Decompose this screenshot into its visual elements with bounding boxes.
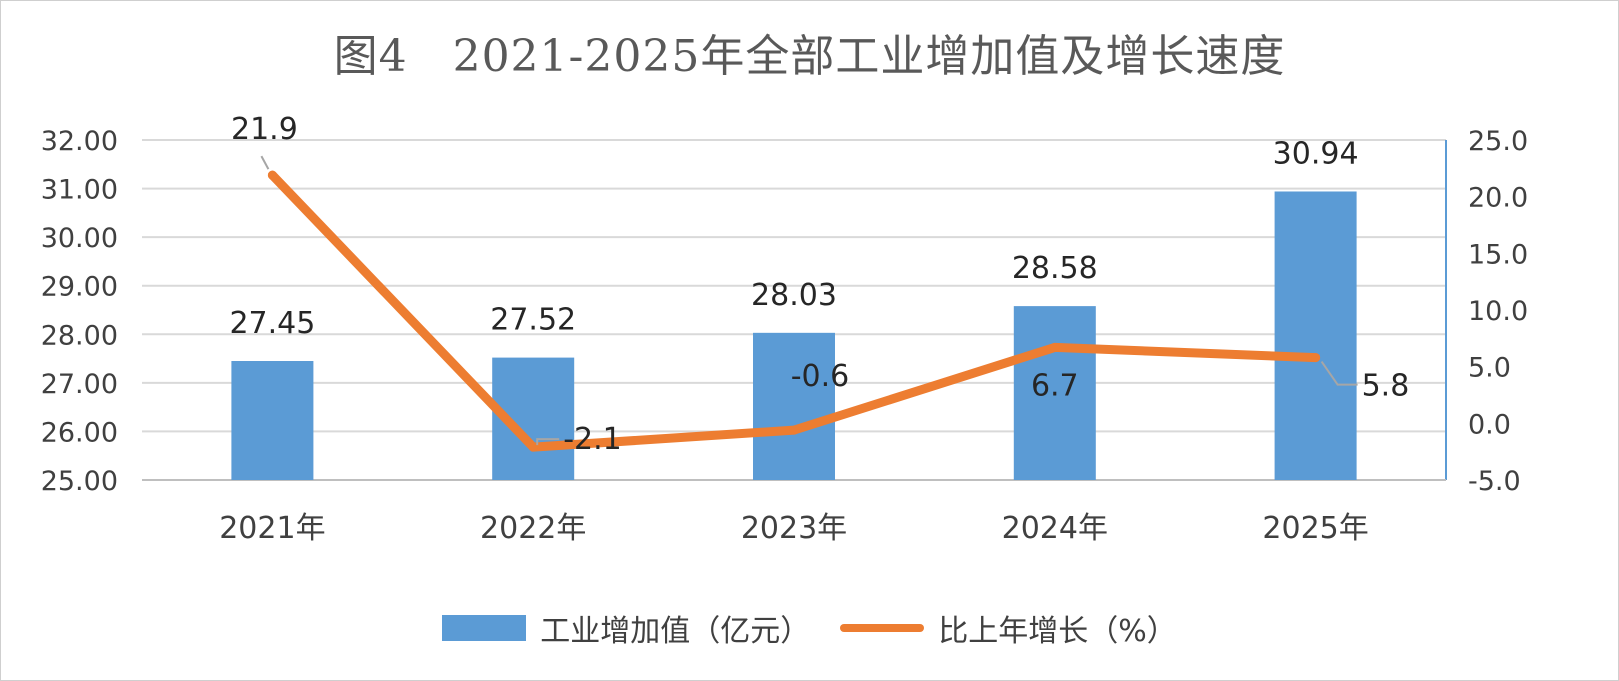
line-data-label: 5.8 — [1362, 369, 1410, 404]
bar-data-label: 27.52 — [490, 303, 576, 338]
growth-point — [1050, 342, 1060, 352]
bar — [1274, 191, 1357, 480]
y-left-tick-label: 28.00 — [41, 320, 118, 351]
bar-data-label: 28.58 — [1012, 251, 1098, 286]
bar-data-label: 27.45 — [229, 306, 315, 341]
y-left-tick-label: 30.00 — [41, 223, 118, 254]
x-tick-label: 2023年 — [741, 511, 847, 546]
growth-point — [789, 425, 799, 435]
x-tick-label: 2024年 — [1002, 511, 1108, 546]
bar — [753, 332, 835, 480]
legend-label-growth: 比上年增长（%） — [938, 614, 1177, 649]
line-data-label: -0.6 — [791, 359, 850, 394]
growth-point — [267, 170, 277, 180]
bar — [231, 361, 314, 480]
growth-point — [1311, 353, 1321, 363]
y-right-tick-label: 20.0 — [1468, 183, 1528, 214]
legend-item-growth: 比上年增长（%） — [840, 606, 1177, 650]
growth-point — [528, 442, 538, 452]
x-tick-label: 2025年 — [1262, 511, 1368, 546]
leader-line — [1320, 361, 1358, 386]
line-data-label: -2.1 — [563, 422, 622, 457]
leader-line — [260, 155, 270, 170]
bar-data-label: 28.03 — [751, 278, 837, 313]
x-tick-label: 2021年 — [219, 511, 325, 546]
bar-data-label: 30.94 — [1273, 136, 1359, 171]
y-right-tick-label: 10.0 — [1468, 296, 1528, 327]
y-right-tick-label: -5.0 — [1468, 466, 1521, 497]
y-right-tick-label: 5.0 — [1468, 353, 1511, 384]
chart-title: 图4 2021-2025年全部工业增加值及增长速度 — [333, 31, 1286, 82]
leader-line — [536, 438, 560, 446]
y-left-tick-label: 29.00 — [41, 272, 118, 303]
legend-swatch-line — [840, 624, 925, 632]
y-right-tick-label: 25.0 — [1468, 126, 1528, 157]
bar — [1013, 306, 1096, 480]
x-tick-label: 2022年 — [480, 511, 586, 546]
legend-item-value: 工业增加值（亿元） — [442, 606, 810, 650]
legend-swatch-bar — [442, 615, 527, 641]
line-data-label: 6.7 — [1031, 368, 1079, 403]
y-left-tick-label: 25.00 — [41, 466, 118, 497]
y-left-tick-label: 26.00 — [41, 417, 118, 448]
line-data-label: 21.9 — [231, 112, 298, 147]
y-right-tick-label: 15.0 — [1468, 239, 1528, 270]
chart-legend: 工业增加值（亿元） 比上年增长（%） — [0, 606, 1619, 650]
y-left-tick-label: 27.00 — [41, 369, 118, 400]
y-left-tick-label: 31.00 — [41, 175, 118, 206]
y-right-tick-label: 0.0 — [1468, 409, 1511, 440]
legend-label-value: 工业增加值（亿元） — [540, 614, 811, 649]
y-left-tick-label: 32.00 — [41, 126, 118, 157]
